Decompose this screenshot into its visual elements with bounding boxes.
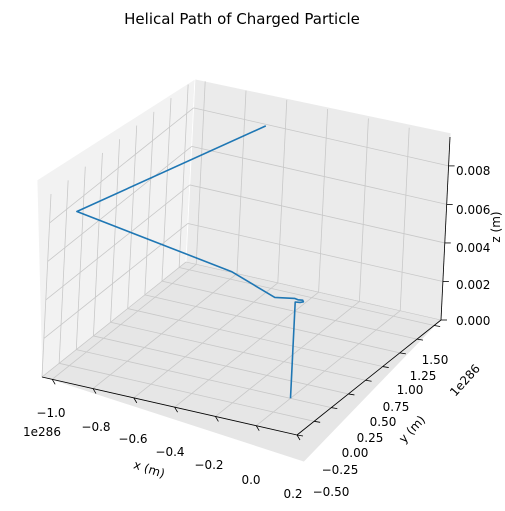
y-tick-label: 0.00	[342, 446, 369, 460]
x-tick-labels: −1.0 −0.8 −0.6 −0.4 −0.2 0.0 0.2	[36, 406, 302, 501]
y-tick-labels: −0.50 −0.25 0.00 0.25 0.50 0.75 1.00 1.2…	[313, 353, 449, 499]
tick-marks	[51, 165, 455, 441]
grid-line	[191, 146, 447, 205]
y-tick-mark	[382, 366, 389, 368]
grid-line	[127, 125, 138, 309]
x-tick-mark	[92, 388, 97, 394]
y-tick-label: 1.50	[422, 353, 449, 367]
x-tick-label: 0.0	[241, 473, 260, 487]
y-tick-mark	[331, 407, 338, 410]
x-tick-mark	[296, 434, 301, 441]
chart-title: Helical Path of Charged Particle	[124, 10, 360, 28]
grid-line	[41, 193, 52, 378]
grid-line	[236, 90, 247, 274]
x-tick-label: −0.8	[81, 420, 110, 434]
grid-line	[161, 280, 418, 340]
grid-line	[195, 81, 206, 265]
grid-line	[179, 267, 435, 326]
grid-line	[144, 294, 400, 354]
grid-line	[399, 127, 410, 311]
x-tick-mark	[255, 425, 260, 431]
x-tick-label: −0.4	[155, 445, 184, 459]
y-tick-mark	[399, 352, 406, 355]
y-tick-label: 1.00	[397, 383, 424, 397]
y-offset-label: 1e286	[447, 362, 483, 400]
z-tick-label: 0.000	[456, 314, 490, 328]
z-axis-line	[440, 136, 451, 321]
y-axis-label: y (m)	[396, 413, 428, 446]
y-tick-label: 0.75	[383, 400, 410, 414]
grid-line	[189, 184, 445, 244]
y-tick-label: 1.25	[410, 369, 437, 383]
grid-line	[161, 98, 172, 282]
x-tick-label: −0.6	[118, 432, 147, 446]
grid-line	[185, 261, 442, 321]
grid-line	[359, 118, 369, 302]
z-axis-label: z (m)	[489, 211, 503, 242]
grid-line	[41, 261, 187, 378]
y-tick-label: −0.25	[322, 463, 359, 477]
x-tick-label: −1.0	[36, 406, 65, 420]
x-tick-mark	[174, 406, 178, 413]
z-tick-labels: 0.000 0.002 0.004 0.006 0.008	[456, 164, 490, 328]
x-tick-mark	[51, 379, 56, 385]
y-tick-label: 0.50	[370, 415, 397, 429]
x-tick-label: 0.2	[283, 487, 302, 501]
grid-line	[110, 139, 120, 323]
grid-line	[58, 180, 69, 364]
grid-line	[110, 321, 366, 381]
grid-line	[144, 111, 155, 295]
x-tick-mark	[133, 397, 138, 404]
z-tick-label: 0.006	[456, 203, 490, 217]
y-tick-mark	[314, 420, 321, 423]
grid-line	[318, 109, 328, 293]
x-axis-label: x (m)	[132, 458, 167, 481]
grid-line	[45, 184, 191, 301]
z-tick-label: 0.002	[456, 278, 490, 292]
grid-line	[93, 152, 103, 336]
y-tick-mark	[434, 325, 441, 327]
grid-line	[47, 146, 192, 262]
grid-line	[178, 84, 189, 268]
y-tick-label: 0.25	[357, 431, 384, 445]
grid-line	[187, 223, 443, 282]
grid-line	[76, 349, 332, 409]
y-tick-mark	[416, 338, 424, 341]
grid-line	[75, 166, 86, 350]
z-tick-label: 0.004	[456, 241, 490, 255]
y-tick-mark	[365, 379, 372, 382]
grid-line	[59, 362, 315, 422]
x-axis-line	[41, 376, 298, 436]
grid-line	[193, 107, 449, 167]
grid-line	[93, 335, 349, 395]
y-tick-mark	[296, 434, 304, 437]
x-tick-mark	[215, 416, 219, 422]
x-tick-label: −0.2	[194, 458, 223, 472]
series-layer	[76, 125, 305, 399]
z-tick-label: 0.008	[456, 164, 490, 178]
grid-line	[43, 223, 189, 339]
grid-line	[277, 99, 288, 283]
grid-line	[127, 308, 383, 367]
grid-line	[49, 107, 194, 224]
y-tick-mark	[348, 393, 355, 396]
y-tick-label: −0.50	[313, 485, 350, 499]
series-line	[76, 125, 305, 399]
x-offset-label: 1e286	[23, 425, 61, 439]
